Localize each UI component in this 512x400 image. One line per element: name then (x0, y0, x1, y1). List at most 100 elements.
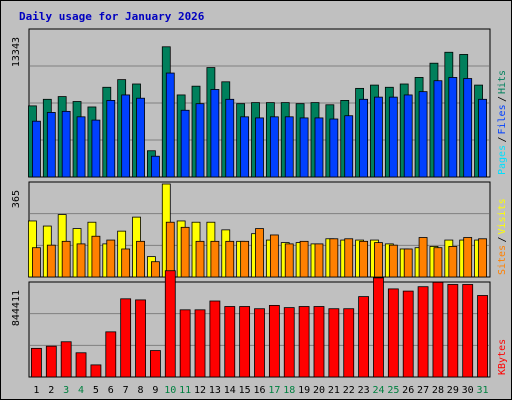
bar-kbytes-day-20 (313, 306, 325, 378)
bar-files-day-29 (448, 77, 458, 178)
bar-files-day-1 (32, 120, 41, 178)
bar-kbytes-day-29 (447, 284, 459, 378)
x-tick-label-day-7: 7 (123, 385, 129, 396)
bar-files-day-3 (61, 110, 71, 178)
bar-kbytes-day-23 (358, 296, 369, 378)
x-tick-label-day-1: 1 (33, 385, 39, 396)
bar-kbytes-day-1 (31, 347, 42, 378)
bar-files-day-17 (269, 116, 279, 178)
bar-sites-day-14 (225, 240, 235, 278)
bar-files-day-21 (329, 118, 339, 178)
bar-kbytes-day-17 (268, 305, 280, 378)
bar-sites-day-22 (344, 238, 354, 278)
x-tick-label-day-19: 19 (298, 385, 310, 396)
bar-files-day-23 (359, 98, 368, 178)
x-tick-label-day-23: 23 (358, 385, 370, 396)
bar-kbytes-day-27 (417, 286, 429, 378)
bar-files-day-15 (240, 116, 250, 178)
bar-sites-day-5 (91, 235, 101, 278)
bar-kbytes-day-18 (283, 307, 295, 378)
x-tick-label-day-6: 6 (108, 385, 114, 396)
x-tick-label-day-26: 26 (402, 385, 414, 396)
x-tick-label-day-31: 31 (477, 385, 489, 396)
legend-separator: / (497, 96, 508, 102)
bar-kbytes-day-12 (194, 309, 206, 378)
bar-kbytes-day-7 (120, 298, 132, 378)
legend-pages: Pages (497, 145, 508, 175)
x-tick-label-day-25: 25 (387, 385, 399, 396)
x-tick-label-day-14: 14 (224, 385, 236, 396)
x-tick-label-day-30: 30 (462, 385, 474, 396)
bar-sites-day-2 (46, 244, 56, 278)
bar-sites-day-20 (314, 243, 324, 278)
x-tick-label-day-13: 13 (209, 385, 221, 396)
bar-files-day-19 (299, 117, 309, 178)
x-tick-label-day-27: 27 (417, 385, 429, 396)
x-tick-label-day-21: 21 (328, 385, 340, 396)
bar-kbytes-day-31 (477, 295, 488, 378)
bar-sites-day-11 (180, 226, 190, 278)
x-tick-label-day-28: 28 (432, 385, 444, 396)
bar-files-day-9 (151, 155, 160, 178)
bar-files-day-4 (76, 116, 86, 178)
bar-files-day-31 (478, 98, 487, 178)
bar-files-day-27 (418, 91, 428, 178)
bar-sites-day-26 (403, 248, 413, 278)
x-tick-label-day-16: 16 (253, 385, 265, 396)
bar-kbytes-day-25 (387, 288, 399, 378)
bar-files-day-11 (180, 109, 190, 178)
x-tick-label-day-24: 24 (372, 385, 384, 396)
bar-sites-day-4 (76, 243, 86, 278)
bar-kbytes-day-16 (254, 308, 265, 378)
bar-files-day-5 (91, 119, 101, 178)
bar-sites-day-29 (448, 246, 458, 278)
bar-kbytes-day-21 (328, 308, 340, 378)
bar-sites-day-21 (329, 238, 339, 278)
x-tick-label-day-17: 17 (268, 385, 280, 396)
bar-sites-day-8 (136, 240, 145, 278)
bar-files-day-6 (106, 100, 116, 178)
bar-sites-day-7 (121, 248, 131, 278)
bar-kbytes-day-3 (60, 341, 72, 378)
bar-kbytes-day-11 (179, 309, 191, 378)
bar-sites-day-17 (269, 234, 279, 278)
bar-files-day-28 (433, 80, 443, 178)
bar-sites-day-10 (165, 221, 175, 278)
bar-sites-day-12 (195, 240, 205, 278)
bar-sites-day-23 (359, 240, 368, 278)
bar-files-day-13 (210, 89, 220, 178)
bar-sites-day-18 (284, 243, 294, 278)
bar-sites-day-27 (418, 237, 428, 278)
bar-files-day-26 (403, 94, 413, 178)
bar-kbytes-day-2 (45, 345, 57, 378)
x-tick-label-day-9: 9 (152, 385, 158, 396)
bar-kbytes-day-4 (75, 352, 87, 378)
x-tick-label-day-29: 29 (447, 385, 459, 396)
bar-kbytes-day-6 (105, 331, 117, 378)
chart-title: Daily usage for January 2026 (19, 10, 205, 23)
bar-sites-day-16 (255, 228, 264, 278)
bar-kbytes-day-26 (402, 290, 414, 378)
bar-sites-day-30 (463, 237, 473, 278)
x-tick-label-day-3: 3 (63, 385, 69, 396)
bar-kbytes-day-10 (164, 270, 176, 378)
bar-files-day-18 (284, 116, 294, 178)
bar-kbytes-day-22 (343, 308, 355, 378)
bar-files-day-20 (314, 117, 324, 178)
bar-kbytes-day-8 (135, 299, 146, 378)
bar-kbytes-day-13 (209, 300, 221, 378)
bar-files-day-12 (195, 103, 205, 178)
bar-files-day-25 (388, 96, 398, 178)
bar-sites-day-6 (106, 239, 116, 278)
bar-sites-day-9 (151, 261, 160, 278)
bar-kbytes-day-19 (298, 306, 310, 378)
bar-kbytes-day-15 (239, 306, 251, 378)
bar-sites-day-25 (388, 244, 398, 278)
x-tick-label-day-11: 11 (179, 385, 191, 396)
bar-files-day-14 (225, 98, 235, 178)
bar-kbytes-day-14 (224, 306, 236, 378)
legend-visits: Visits (497, 198, 508, 234)
bar-sites-day-1 (32, 247, 41, 278)
